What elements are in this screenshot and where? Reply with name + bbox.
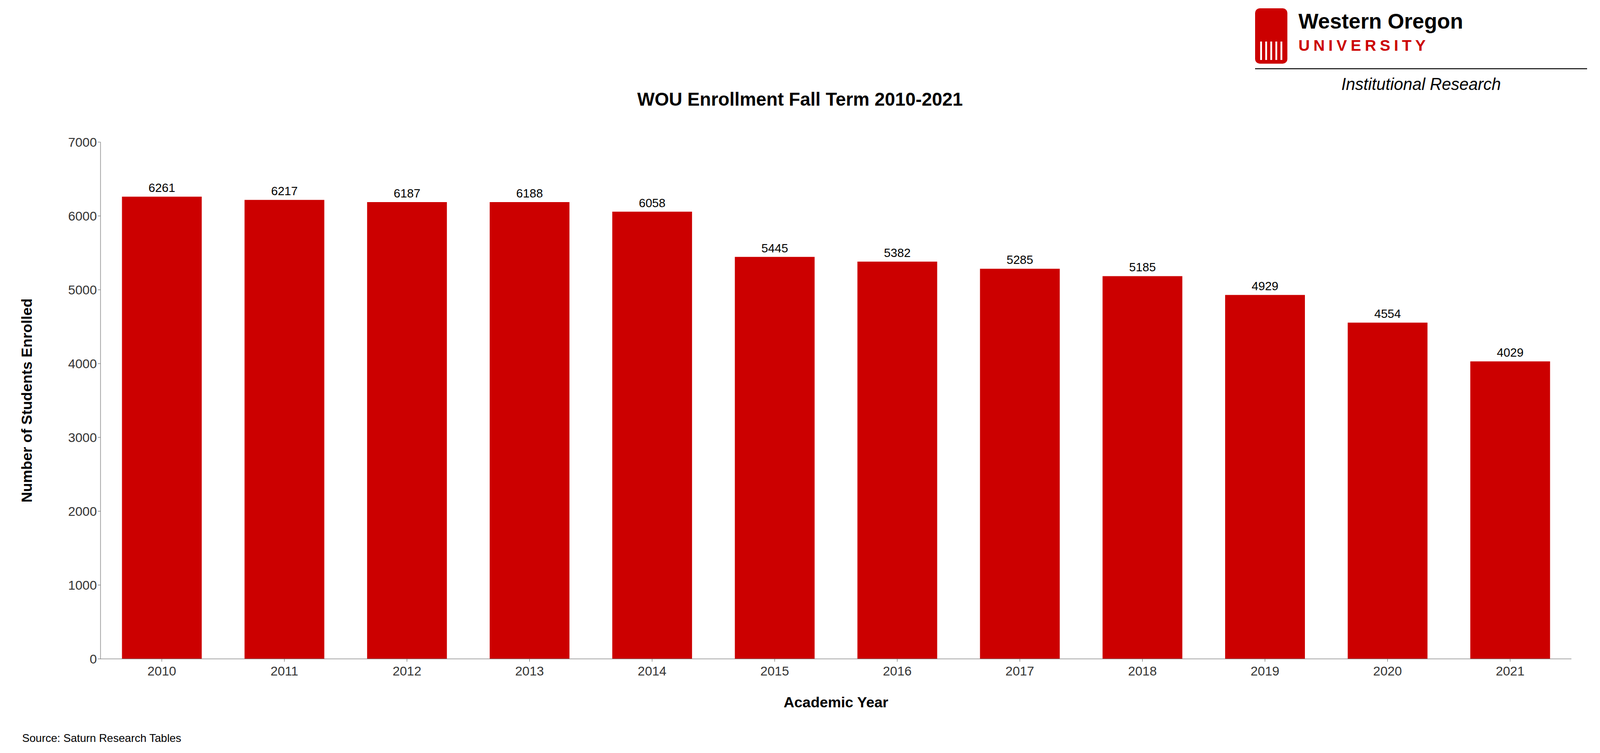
svg-text:4554: 4554 — [1374, 306, 1401, 321]
svg-text:1000: 1000 — [68, 577, 97, 593]
html-text:Institutional Research: Institutional Research — [1341, 74, 1501, 94]
svg-text:2020: 2020 — [1373, 663, 1402, 678]
svg-text:0: 0 — [89, 651, 97, 666]
svg-text:5185: 5185 — [1129, 260, 1156, 274]
svg-text:7000: 7000 — [68, 135, 97, 150]
svg-text:6058: 6058 — [638, 195, 666, 210]
svg-text:4000: 4000 — [68, 356, 97, 371]
svg-text:6188: 6188 — [516, 186, 544, 201]
svg-text:2015: 2015 — [760, 663, 789, 678]
svg-text:2016: 2016 — [882, 663, 912, 678]
svg-text:2012: 2012 — [392, 663, 421, 678]
svg-text:2013: 2013 — [515, 663, 544, 678]
svg-text:6187: 6187 — [393, 186, 421, 201]
svg-text:Academic Year: Academic Year — [783, 693, 889, 711]
svg-text:2000: 2000 — [68, 503, 97, 519]
svg-text:5285: 5285 — [1006, 252, 1034, 267]
svg-text:6217: 6217 — [271, 183, 298, 198]
svg-text:2021: 2021 — [1495, 663, 1525, 678]
html-text:Source: Saturn Research Tables: Source: Saturn Research Tables — [22, 731, 182, 744]
svg-text:2018: 2018 — [1127, 663, 1157, 678]
svg-text:3000: 3000 — [68, 430, 97, 445]
html-text:WOU Enrollment Fall Term 2010-: WOU Enrollment Fall Term 2010-2021 — [637, 88, 963, 110]
svg-text:6261: 6261 — [148, 180, 176, 195]
svg-text:5000: 5000 — [68, 282, 97, 297]
svg-text:6000: 6000 — [68, 208, 97, 224]
svg-text:4929: 4929 — [1251, 278, 1279, 293]
svg-text:2017: 2017 — [1005, 663, 1035, 678]
html-text:Western Oregon: Western Oregon — [1298, 9, 1464, 34]
svg-text:2019: 2019 — [1250, 663, 1280, 678]
html-text:UNIVERSITY: UNIVERSITY — [1298, 36, 1430, 54]
svg-text:5382: 5382 — [883, 245, 911, 260]
svg-text:2010: 2010 — [147, 663, 177, 678]
svg-text:5445: 5445 — [761, 241, 789, 255]
svg-text:2014: 2014 — [637, 663, 667, 678]
svg-text:4029: 4029 — [1496, 345, 1524, 360]
svg-text:Number of Students Enrolled: Number of Students Enrolled — [18, 298, 36, 503]
svg-text:2011: 2011 — [270, 663, 299, 678]
